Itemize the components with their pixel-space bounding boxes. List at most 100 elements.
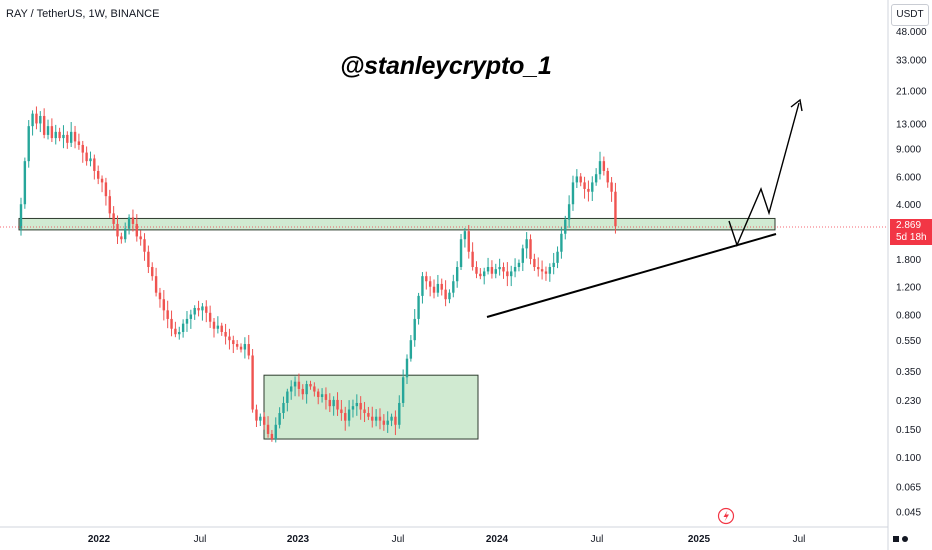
candle-body	[85, 152, 88, 162]
candle-body	[428, 281, 432, 287]
candle-body	[405, 358, 409, 378]
candle-body	[340, 409, 343, 414]
candle-body	[124, 228, 127, 240]
candle-body	[255, 409, 258, 421]
candle-body	[498, 267, 501, 270]
y-tick-label: 0.150	[896, 425, 921, 436]
candle-body	[212, 321, 216, 329]
author-watermark: @stanleycrypto_1	[340, 52, 552, 80]
candle-body	[54, 131, 57, 139]
y-tick-label: 0.230	[896, 396, 921, 407]
candle-body	[313, 386, 316, 392]
y-tick-label: 0.350	[896, 367, 921, 378]
candles	[19, 106, 617, 443]
support-trendline	[486, 233, 777, 318]
x-tick-label: Jul	[793, 534, 806, 545]
candle-body	[513, 267, 517, 272]
bar-countdown: 5d 18h	[896, 232, 927, 243]
resistance-zone	[18, 217, 776, 231]
candle-body	[224, 331, 227, 337]
y-tick-label: 1.200	[896, 283, 921, 294]
candle-body	[120, 236, 123, 240]
projection-arrowhead	[790, 98, 803, 112]
candle-body	[421, 276, 424, 296]
candle-body	[517, 262, 521, 268]
candle-body	[93, 158, 96, 171]
candle-body	[425, 276, 428, 282]
x-tick-label: 2025	[688, 534, 711, 545]
candle-body	[409, 340, 413, 359]
y-tick-label: 6.000	[896, 172, 921, 183]
candle-body	[174, 328, 177, 335]
candle-body	[193, 307, 196, 315]
candle-body	[494, 269, 497, 274]
y-tick-label: 0.800	[896, 311, 921, 322]
candle-body	[108, 196, 111, 214]
y-tick-label: 1.800	[896, 255, 921, 266]
candle-body	[278, 413, 281, 425]
x-tick-label: Jul	[194, 534, 207, 545]
candle-body	[401, 377, 405, 403]
candle-body	[602, 161, 606, 171]
y-tick-label: 0.100	[896, 453, 921, 464]
candle-body	[575, 176, 579, 183]
candle-body	[587, 188, 590, 192]
candle-body	[355, 402, 359, 407]
candle-body	[208, 312, 212, 322]
candle-body	[19, 204, 23, 229]
candle-body	[336, 399, 339, 410]
candle-body	[31, 113, 34, 127]
candle-body	[77, 141, 81, 145]
candle-body	[378, 416, 382, 421]
candle-body	[448, 292, 451, 300]
candle-body	[27, 126, 30, 162]
candle-body	[455, 267, 459, 282]
y-tick-label: 0.550	[896, 336, 921, 347]
candle-body	[552, 262, 555, 268]
lightning-icon[interactable]	[717, 507, 735, 525]
y-tick-label: 13.000	[896, 119, 927, 130]
candle-body	[579, 176, 582, 183]
candle-body	[347, 409, 351, 421]
candle-body	[154, 276, 158, 293]
candle-body	[317, 391, 320, 398]
candle-body	[139, 236, 142, 240]
candle-body	[100, 178, 104, 183]
currency-button[interactable]: USDT	[891, 4, 929, 26]
candle-body	[591, 182, 594, 192]
zones	[18, 217, 776, 440]
candle-body	[35, 113, 38, 124]
candle-body	[436, 283, 440, 293]
candle-body	[610, 182, 613, 192]
candle-body	[328, 399, 331, 407]
symbol-header[interactable]: RAY / TetherUS, 1W, BINANCE	[6, 8, 160, 20]
candle-body	[444, 289, 447, 300]
candle-body	[259, 416, 262, 421]
last-price-value: 2.869	[896, 220, 922, 231]
candle-body	[351, 406, 355, 410]
candle-body	[502, 267, 505, 272]
candle-body	[606, 170, 609, 183]
candle-body	[459, 239, 463, 268]
candle-body	[583, 182, 586, 189]
candle-body	[560, 233, 563, 252]
candle-body	[463, 231, 467, 240]
x-tick-label: Jul	[392, 534, 405, 545]
candle-body	[42, 115, 46, 135]
candle-body	[147, 251, 150, 268]
x-tick-label: 2022	[88, 534, 111, 545]
candle-body	[116, 223, 119, 237]
candle-body	[382, 420, 386, 425]
candle-body	[371, 416, 374, 421]
candle-body	[506, 271, 509, 277]
projection-path	[728, 102, 800, 247]
candle-body	[247, 344, 250, 356]
candle-body	[344, 413, 347, 421]
candle-body	[529, 239, 532, 259]
candle-body	[232, 340, 235, 345]
candle-body	[262, 416, 266, 425]
candle-body	[286, 391, 289, 403]
candle-body	[127, 217, 131, 229]
candle-body	[363, 409, 366, 414]
